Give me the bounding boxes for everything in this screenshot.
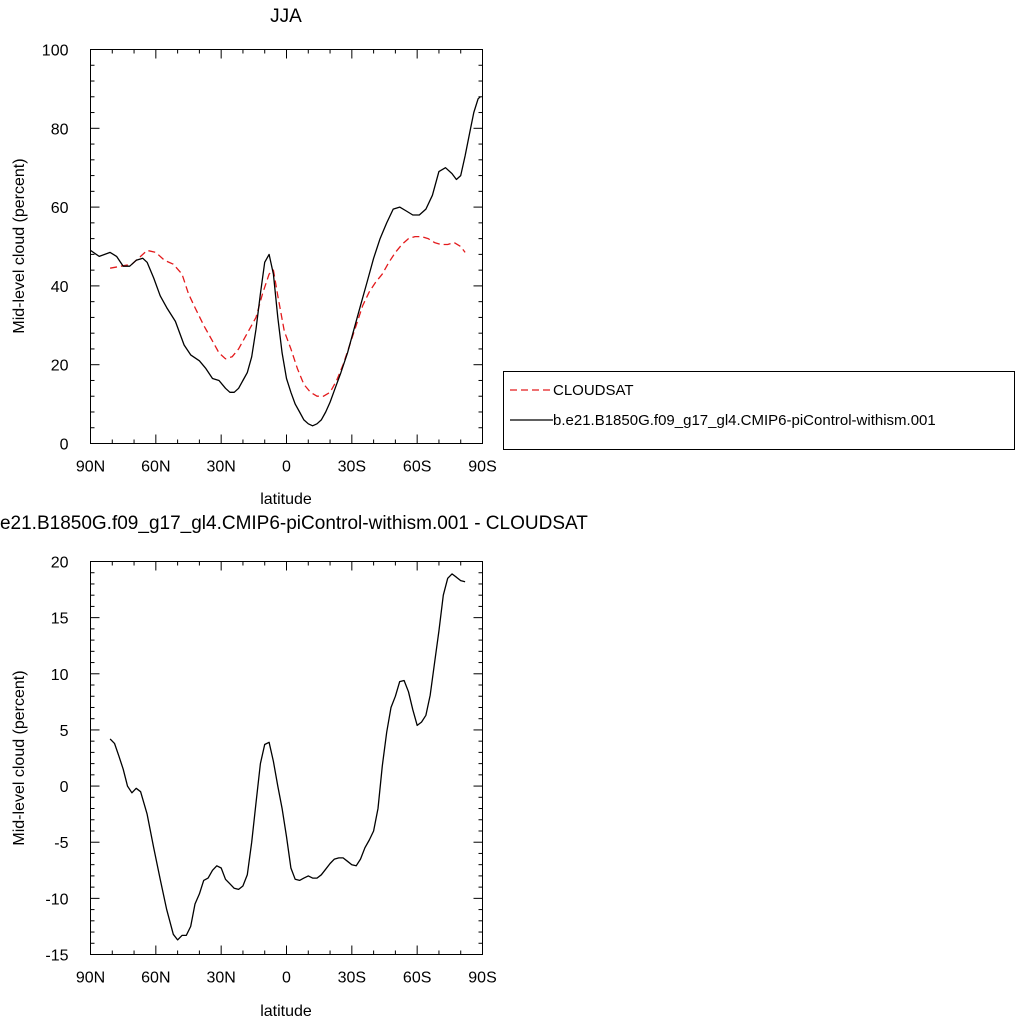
x-tick-label: 60N bbox=[141, 459, 170, 476]
chart-title: b.e21.B1850G.f09_g17_gl4.CMIP6-piControl… bbox=[0, 513, 588, 534]
x-tick-label: 60S bbox=[403, 459, 431, 476]
series-line-0 bbox=[109, 573, 466, 941]
axis-ticks bbox=[90, 561, 483, 955]
series-line-b-e21-b1850g-f09-g17-gl4-cmip6-picontrol-withism-001 bbox=[90, 96, 481, 427]
panel-difference: b.e21.B1850G.f09_g17_gl4.CMIP6-piControl… bbox=[0, 513, 588, 1020]
x-tick-label: 90N bbox=[76, 970, 105, 987]
y-tick-label: -5 bbox=[54, 835, 68, 852]
x-tick-label: 60S bbox=[403, 970, 431, 987]
y-tick-label: 60 bbox=[51, 200, 69, 217]
x-tick-label: 30S bbox=[338, 970, 366, 987]
tick-labels: 90N 60N 30N 0 30S 60S 90S 0 20 40 60 80 100 bbox=[42, 43, 497, 476]
y-tick-label: 20 bbox=[51, 555, 69, 572]
y-tick-label: 80 bbox=[51, 121, 69, 138]
plot-frame bbox=[90, 561, 483, 955]
y-tick-label: 10 bbox=[51, 667, 69, 684]
x-axis-label: latitude bbox=[260, 1003, 312, 1020]
y-tick-label: 20 bbox=[51, 358, 69, 375]
series-line-cloudsat bbox=[109, 235, 466, 397]
series-layer bbox=[90, 96, 481, 427]
axis-ticks bbox=[90, 49, 483, 444]
y-tick-label: -10 bbox=[45, 891, 68, 908]
y-axis-label: Mid-level cloud (percent) bbox=[11, 670, 28, 845]
x-axis-label: latitude bbox=[260, 491, 312, 508]
x-tick-label: 90S bbox=[468, 970, 496, 987]
x-tick-label: 60N bbox=[141, 970, 170, 987]
y-tick-label: 5 bbox=[60, 723, 69, 740]
x-tick-label: 90N bbox=[76, 459, 105, 476]
legend-box bbox=[503, 371, 1015, 450]
x-tick-label: 0 bbox=[282, 970, 291, 987]
y-tick-label: 0 bbox=[60, 779, 69, 796]
y-tick-label: -15 bbox=[45, 948, 68, 965]
y-tick-label: 0 bbox=[60, 437, 69, 454]
y-tick-label: 15 bbox=[51, 611, 69, 628]
series-layer bbox=[109, 573, 466, 941]
legend-label-model: b.e21.B1850G.f09_g17_gl4.CMIP6-piControl… bbox=[553, 412, 936, 429]
x-tick-label: 30S bbox=[338, 459, 366, 476]
y-tick-label: 40 bbox=[51, 279, 69, 296]
panel-zonal-mean: JJA 90N 60N 30N 0 30S 60S 90S 0 20 40 60 80 100 lati… bbox=[11, 6, 497, 508]
legend-label-cloudsat: CLOUDSAT bbox=[553, 382, 634, 399]
plot-frame bbox=[90, 49, 483, 444]
x-tick-label: 90S bbox=[468, 459, 496, 476]
x-tick-label: 0 bbox=[282, 459, 291, 476]
legend: CLOUDSAT b.e21.B1850G.f09_g17_gl4.CMIP6-… bbox=[503, 371, 1015, 450]
x-tick-label: 30N bbox=[206, 459, 235, 476]
x-tick-label: 30N bbox=[206, 970, 235, 987]
y-tick-label: 100 bbox=[42, 43, 69, 60]
chart-title: JJA bbox=[270, 6, 302, 27]
tick-labels: 90N 60N 30N 0 30S 60S 90S -15 -10 -5 0 5 10 15 20 bbox=[45, 555, 496, 987]
y-axis-label: Mid-level cloud (percent) bbox=[11, 158, 28, 333]
